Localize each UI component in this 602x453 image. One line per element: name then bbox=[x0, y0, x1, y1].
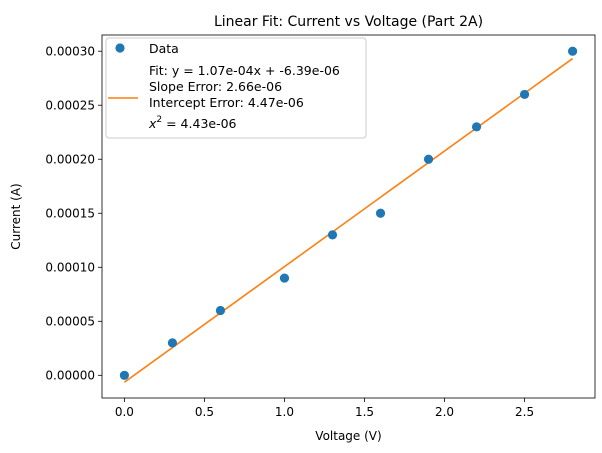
x-tick-label: 2.5 bbox=[515, 405, 534, 419]
legend-box bbox=[105, 37, 367, 139]
legend-label-intercept-error: Intercept Error: 4.47e-06 bbox=[149, 95, 304, 110]
data-point bbox=[167, 338, 178, 348]
data-point bbox=[215, 305, 226, 316]
chart-title: Linear Fit: Current vs Voltage (Part 2A) bbox=[214, 14, 483, 30]
fit-line bbox=[123, 57, 574, 383]
data-point bbox=[423, 154, 434, 164]
chi-exponent: 2 bbox=[156, 115, 162, 125]
data-point bbox=[471, 122, 482, 132]
data-point bbox=[119, 370, 130, 380]
x-tick-label: 0.5 bbox=[195, 405, 214, 419]
data-layer bbox=[119, 46, 578, 383]
x-tick-label: 1.5 bbox=[355, 405, 374, 419]
legend-label-chi-squared: x2 = 4.43e-06 bbox=[148, 115, 237, 131]
x-tick-label: 2.0 bbox=[435, 405, 454, 419]
plot-frame bbox=[101, 34, 596, 399]
data-point bbox=[327, 230, 338, 240]
legend-label-fit: Fit: y = 1.07e-04x + -6.39e-06 bbox=[149, 63, 340, 78]
legend: Data Fit: y = 1.07e-04x + -6.39e-06 Slop… bbox=[105, 37, 367, 139]
legend-label-slope-error: Slope Error: 2.66e-06 bbox=[149, 79, 282, 94]
y-tick-label: 0.00025 bbox=[45, 99, 95, 113]
y-tick-label: 0.00010 bbox=[45, 261, 95, 275]
y-tick-label: 0.00020 bbox=[45, 153, 95, 167]
y-tick-label: 0.00000 bbox=[45, 369, 95, 383]
y-axis: 0.00000 0.00005 0.00010 0.00015 0.00020 0.000… bbox=[45, 45, 102, 383]
data-point bbox=[567, 46, 578, 56]
y-tick-label: 0.00005 bbox=[45, 315, 95, 329]
x-axis-title: Voltage (V) bbox=[315, 429, 381, 443]
y-tick-label: 0.00015 bbox=[45, 207, 95, 221]
x-tick-label: 1.0 bbox=[275, 405, 294, 419]
y-axis-title: Current (A) bbox=[9, 183, 23, 249]
x-axis: 0.0 0.5 1.0 1.5 2.0 2.5 bbox=[115, 398, 534, 419]
x-tick-label: 0.0 bbox=[115, 405, 134, 419]
data-point bbox=[375, 208, 386, 218]
data-point bbox=[279, 273, 290, 283]
legend-label-data: Data bbox=[149, 41, 179, 56]
data-point bbox=[519, 89, 530, 100]
y-tick-label: 0.00030 bbox=[45, 45, 95, 59]
chi-symbol: x bbox=[148, 116, 157, 131]
legend-marker-data bbox=[115, 43, 125, 53]
chi-value: = 4.43e-06 bbox=[162, 116, 236, 131]
